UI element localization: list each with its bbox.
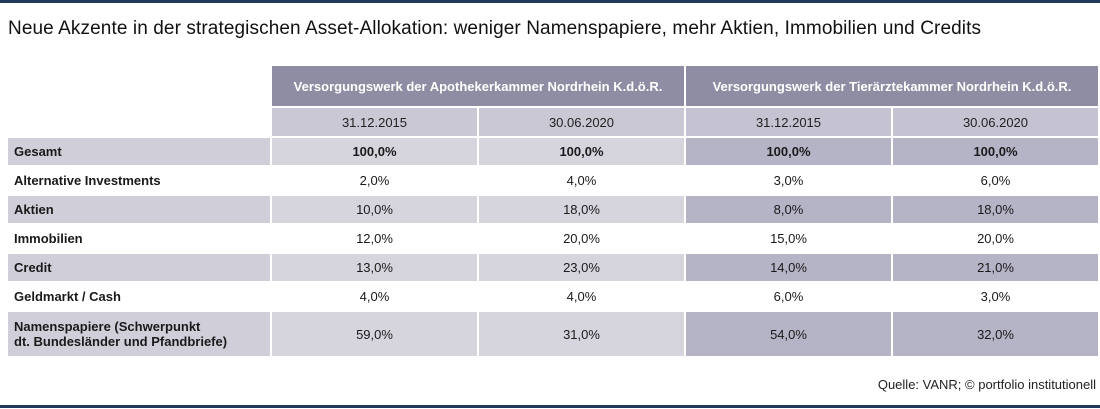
table-cell: 6,0% <box>893 167 1098 194</box>
column-group-tieraerztekammer: Versorgungswerk der Tierärztekammer Nord… <box>686 66 1098 106</box>
table-cell: 14,0% <box>686 254 891 281</box>
row-label: Namenspapiere (Schwerpunkt dt. Bundeslän… <box>8 312 270 356</box>
table-cell: 32,0% <box>893 312 1098 356</box>
table-cell: 18,0% <box>893 196 1098 223</box>
date-header: 31.12.2015 <box>686 108 891 136</box>
row-label: Gesamt <box>8 138 270 165</box>
table-cell: 4,0% <box>479 283 684 310</box>
table-row-aktien: Aktien 10,0% 18,0% 8,0% 18,0% <box>8 196 1098 223</box>
row-label: Aktien <box>8 196 270 223</box>
empty-corner <box>8 66 270 106</box>
table-row-credit: Credit 13,0% 23,0% 14,0% 21,0% <box>8 254 1098 281</box>
table-row-geldmarkt-cash: Geldmarkt / Cash 4,0% 4,0% 6,0% 3,0% <box>8 283 1098 310</box>
row-label: Immobilien <box>8 225 270 252</box>
table-cell: 15,0% <box>686 225 891 252</box>
table-cell: 3,0% <box>893 283 1098 310</box>
table-cell: 59,0% <box>272 312 477 356</box>
page-title: Neue Akzente in der strategischen Asset-… <box>8 18 982 39</box>
table-row-namenspapiere: Namenspapiere (Schwerpunkt dt. Bundeslän… <box>8 312 1098 356</box>
table-cell: 20,0% <box>893 225 1098 252</box>
table-row-gesamt: Gesamt 100,0% 100,0% 100,0% 100,0% <box>8 138 1098 165</box>
table-cell: 20,0% <box>479 225 684 252</box>
table-cell: 3,0% <box>686 167 891 194</box>
source-note: Quelle: VANR; © portfolio institutionell <box>877 377 1096 392</box>
table-cell: 8,0% <box>686 196 891 223</box>
table-cell: 10,0% <box>272 196 477 223</box>
column-group-apothekerkammer: Versorgungswerk der Apothekerkammer Nord… <box>272 66 684 106</box>
table-cell: 100,0% <box>686 138 891 165</box>
table-cell: 54,0% <box>686 312 891 356</box>
bottom-rule <box>0 405 1100 408</box>
table-cell: 2,0% <box>272 167 477 194</box>
row-label: Credit <box>8 254 270 281</box>
table-cell: 6,0% <box>686 283 891 310</box>
table-cell: 100,0% <box>479 138 684 165</box>
row-label-line: dt. Bundesländer und Pfandbriefe) <box>14 334 228 349</box>
table-cell: 23,0% <box>479 254 684 281</box>
table-cell: 21,0% <box>893 254 1098 281</box>
table-row-immobilien: Immobilien 12,0% 20,0% 15,0% 20,0% <box>8 225 1098 252</box>
row-label: Alternative Investments <box>8 167 270 194</box>
row-label-line: Namenspapiere (Schwerpunkt <box>14 319 201 334</box>
row-label: Geldmarkt / Cash <box>8 283 270 310</box>
table-cell: 100,0% <box>893 138 1098 165</box>
table-row-alternative-investments: Alternative Investments 2,0% 4,0% 3,0% 6… <box>8 167 1098 194</box>
date-header: 30.06.2020 <box>479 108 684 136</box>
table-cell: 4,0% <box>272 283 477 310</box>
table-cell: 100,0% <box>272 138 477 165</box>
table-cell: 18,0% <box>479 196 684 223</box>
table-cell: 12,0% <box>272 225 477 252</box>
date-header: 30.06.2020 <box>893 108 1098 136</box>
top-rule <box>0 0 1100 3</box>
table-cell: 4,0% <box>479 167 684 194</box>
date-header: 31.12.2015 <box>272 108 477 136</box>
table-cell: 31,0% <box>479 312 684 356</box>
empty-corner <box>8 108 270 136</box>
table-cell: 13,0% <box>272 254 477 281</box>
allocation-table: Versorgungswerk der Apothekerkammer Nord… <box>6 64 1100 358</box>
